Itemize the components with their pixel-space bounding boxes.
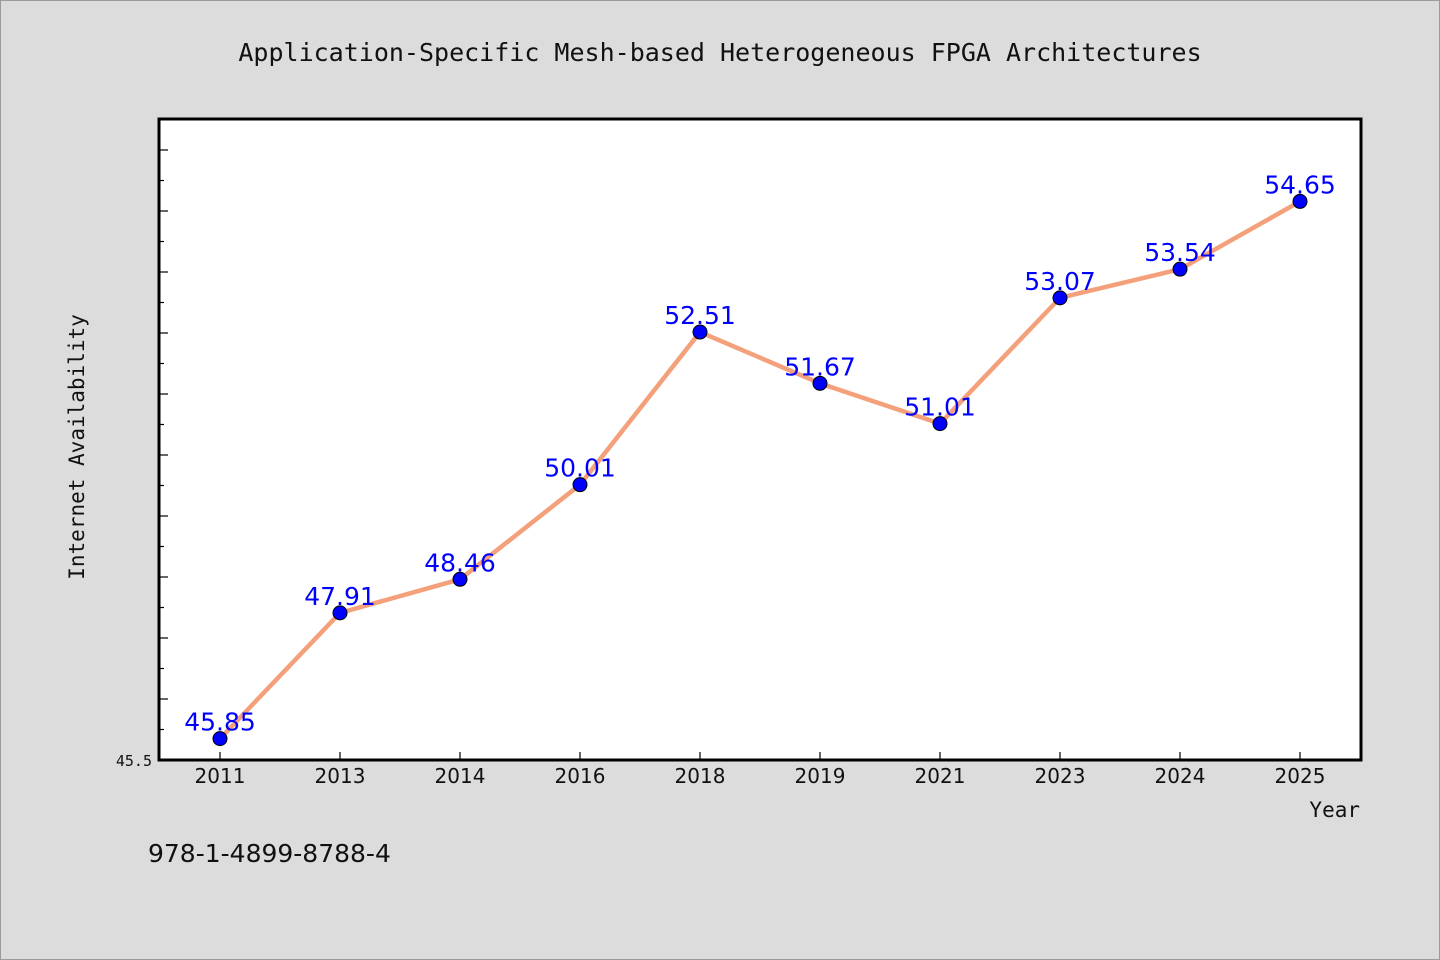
x-tick-label: 2014 [435,764,486,788]
data-label: 52.51 [664,301,736,330]
series-group: 45.85 47.91 48.46 50.01 52.51 51.67 51.01 53.07… [184,170,1336,747]
x-tick-label: 2018 [675,764,726,788]
data-label: 45.85 [184,708,256,737]
x-axis-ticks: 2011 2013 2014 2016 2018 2019 2021 2023 2024 2025 [195,752,1326,788]
data-point [1292,193,1308,209]
data-point [812,375,828,391]
x-tick-label: 2011 [195,764,246,788]
data-point [1052,290,1068,306]
data-point [1172,261,1188,277]
x-tick-label: 2019 [795,764,846,788]
isbn-text: 978-1-4899-8788-4 [148,839,391,868]
data-label: 53.54 [1144,238,1216,267]
x-tick-label: 2016 [555,764,606,788]
data-point [452,571,468,587]
data-point [332,605,348,621]
data-point [932,416,948,432]
data-label: 54.65 [1264,170,1336,199]
data-label: 53.07 [1024,267,1096,296]
data-point [212,731,228,747]
data-label: 48.46 [424,548,496,577]
x-tick-label: 2013 [315,764,366,788]
series-line [218,199,1302,741]
data-label: 50.01 [544,454,616,483]
y-axis-ticks [159,149,168,761]
x-tick-label: 2025 [1275,764,1326,788]
data-label: 51.01 [904,393,976,422]
x-axis-label: Year [1309,798,1360,822]
plot-area [157,117,1363,762]
data-label: 51.67 [784,352,856,381]
y-axis-label: Internet Availability [65,314,89,580]
y-min-label: 45.5 [116,752,152,770]
x-tick-label: 2021 [915,764,966,788]
data-label: 47.91 [304,582,376,611]
data-point [572,477,588,493]
chart-title: Application-Specific Mesh-based Heteroge… [238,38,1201,67]
data-point [692,324,708,340]
x-tick-label: 2023 [1035,764,1086,788]
x-tick-label: 2024 [1155,764,1206,788]
